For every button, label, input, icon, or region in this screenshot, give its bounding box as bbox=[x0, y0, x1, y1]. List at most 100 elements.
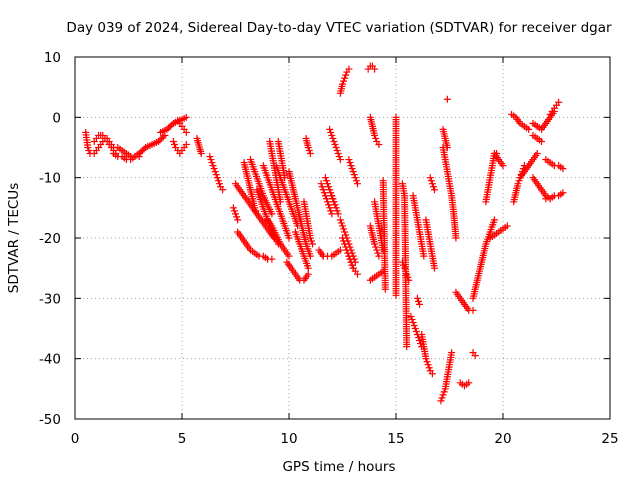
data-point bbox=[324, 198, 332, 206]
series-sat-29 bbox=[317, 180, 336, 218]
data-point bbox=[333, 147, 341, 155]
series-sat-72 bbox=[542, 189, 567, 203]
data-point bbox=[426, 174, 434, 182]
data-point bbox=[325, 201, 333, 209]
data-point bbox=[305, 147, 313, 155]
data-point bbox=[538, 137, 546, 145]
y-ticks: 10 0 -10 -20 -30 -40 -50 bbox=[39, 50, 610, 428]
data-point bbox=[268, 210, 276, 218]
y-tick-label: -30 bbox=[39, 291, 61, 307]
data-point bbox=[399, 261, 407, 269]
data-point bbox=[346, 255, 354, 263]
data-point bbox=[346, 159, 354, 167]
chart-title: Day 039 of 2024, Sidereal Day-to-day VTE… bbox=[66, 20, 612, 36]
data-point bbox=[207, 156, 215, 164]
series-sat-10 bbox=[193, 134, 205, 158]
x-tick-label: 20 bbox=[494, 431, 511, 447]
series-sat-40 bbox=[366, 113, 383, 148]
data-point bbox=[334, 150, 342, 158]
series-sat-23 bbox=[283, 258, 312, 284]
series-sat-18 bbox=[259, 162, 293, 242]
data-point bbox=[328, 131, 336, 139]
data-point bbox=[423, 358, 431, 366]
data-point bbox=[339, 222, 346, 230]
data-point bbox=[490, 216, 498, 224]
data-point bbox=[342, 243, 350, 251]
data-point bbox=[334, 210, 342, 218]
data-point bbox=[339, 80, 346, 88]
series-sat-56 bbox=[439, 125, 451, 151]
data-point bbox=[335, 153, 343, 161]
data-point bbox=[219, 186, 227, 194]
data-point bbox=[324, 180, 332, 188]
data-point bbox=[371, 131, 379, 139]
data-point bbox=[197, 150, 205, 158]
data-point bbox=[140, 145, 148, 153]
data-point bbox=[281, 174, 289, 182]
data-point bbox=[411, 325, 419, 332]
series-sat-44 bbox=[379, 177, 389, 293]
data-point bbox=[408, 315, 416, 323]
data-point bbox=[405, 276, 413, 284]
data-point bbox=[373, 246, 381, 254]
data-point bbox=[154, 137, 162, 145]
data-point bbox=[344, 249, 352, 257]
data-point bbox=[233, 213, 241, 221]
series-sat-53 bbox=[426, 174, 439, 194]
data-point bbox=[321, 174, 329, 182]
data-point bbox=[333, 207, 341, 215]
x-tick-label: 15 bbox=[387, 431, 404, 447]
data-point bbox=[353, 180, 361, 188]
x-tick-label: 0 bbox=[71, 431, 80, 447]
data-point bbox=[533, 150, 541, 158]
data-point bbox=[304, 144, 312, 151]
data-point bbox=[337, 219, 345, 227]
data-point bbox=[422, 355, 430, 363]
data-point bbox=[351, 174, 359, 182]
data-point bbox=[166, 122, 174, 130]
data-point bbox=[431, 264, 439, 272]
data-point bbox=[469, 306, 477, 314]
y-axis-label: SDTVAR / TECUs bbox=[6, 183, 22, 293]
series-sat-51 bbox=[422, 216, 439, 272]
data-point bbox=[318, 183, 326, 191]
data-point bbox=[306, 150, 314, 158]
data-point bbox=[328, 192, 336, 200]
data-point bbox=[414, 297, 422, 305]
data-point bbox=[443, 144, 451, 151]
x-axis-label: GPS time / hours bbox=[282, 459, 395, 475]
data-point bbox=[326, 186, 334, 194]
data-point bbox=[234, 216, 242, 224]
data-point bbox=[353, 270, 361, 278]
series-sat-65 bbox=[508, 110, 533, 133]
data-point bbox=[169, 137, 177, 145]
data-point bbox=[285, 234, 293, 242]
series-sat-28 bbox=[315, 246, 327, 260]
series-sat-24 bbox=[285, 168, 314, 260]
series-sat-58 bbox=[452, 288, 477, 314]
data-point bbox=[428, 180, 436, 188]
data-point bbox=[555, 98, 563, 106]
series-sat-22 bbox=[274, 137, 289, 182]
data-point bbox=[347, 258, 355, 266]
data-point bbox=[340, 225, 348, 233]
data-point bbox=[210, 165, 218, 173]
data-point bbox=[341, 228, 349, 236]
series-sat-15 bbox=[240, 159, 261, 218]
data-point bbox=[350, 171, 358, 179]
data-point bbox=[211, 168, 219, 176]
data-point bbox=[138, 147, 146, 155]
data-point bbox=[352, 177, 360, 185]
data-point bbox=[403, 343, 411, 351]
data-point bbox=[331, 201, 339, 209]
series-sat-46 bbox=[398, 180, 411, 351]
data-point bbox=[431, 186, 439, 194]
data-point bbox=[559, 189, 567, 197]
data-point bbox=[371, 65, 379, 73]
data-point bbox=[171, 140, 179, 148]
data-point bbox=[503, 222, 511, 230]
data-point bbox=[429, 183, 437, 191]
data-point bbox=[328, 210, 336, 218]
y-tick-label: 0 bbox=[52, 110, 61, 126]
